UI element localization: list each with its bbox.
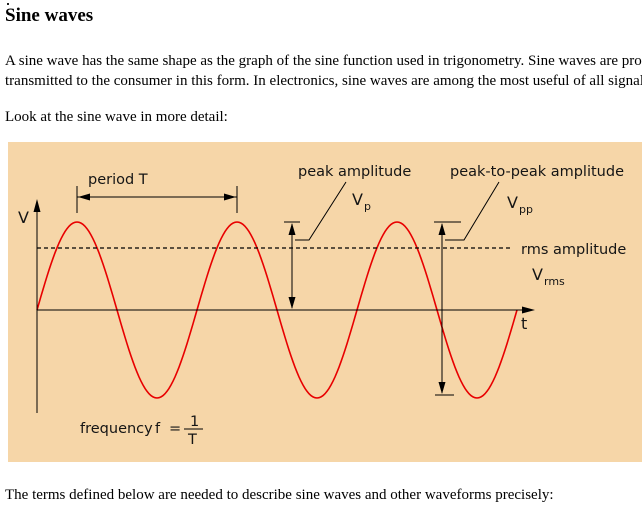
vrms-subscript: rms: [544, 275, 565, 288]
frequency-equals: =: [169, 421, 181, 437]
vpp-arrow-down-icon: [438, 382, 446, 394]
fraction-numerator: 1: [190, 414, 199, 430]
vpp-arrow-up-icon: [438, 223, 446, 235]
page-title: Sine waves: [5, 5, 94, 26]
intro-line-2: transmitted to the consumer in this form…: [5, 73, 642, 89]
vp-symbol: V: [352, 190, 363, 209]
peak-amplitude-label: peak amplitude: [298, 164, 411, 180]
vpp-subscript: pp: [519, 203, 533, 216]
peak-to-peak-amplitude-label: peak-to-peak amplitude: [450, 164, 624, 180]
rms-amplitude-label: rms amplitude: [521, 242, 626, 258]
intro-paragraph: A sine wave has the same shape as the gr…: [5, 51, 642, 91]
intro-line-1: A sine wave has the same shape as the gr…: [5, 53, 642, 69]
stray-dot: [7, 3, 9, 5]
vp-subscript: p: [364, 200, 371, 213]
v-axis-arrow-icon: [33, 199, 41, 212]
footer-text: The terms defined below are needed to de…: [5, 487, 554, 503]
t-axis-arrow-icon: [522, 306, 535, 314]
frequency-variable: f: [155, 421, 161, 437]
vpp-leader-line: [445, 181, 500, 241]
vpp-symbol: V: [507, 193, 518, 212]
fraction-denominator: T: [187, 432, 197, 448]
period-arrow-left-icon: [78, 193, 90, 201]
period-arrow-right-icon: [224, 193, 236, 201]
frequency-word: frequency: [80, 421, 153, 437]
sine-wave-diagram: V t rms amplitude V rms period T peak am…: [8, 142, 642, 462]
sine-wave-figure: V t rms amplitude V rms period T peak am…: [8, 142, 642, 462]
vrms-symbol: V: [532, 265, 543, 284]
t-axis-label: t: [521, 314, 527, 333]
vp-arrow-up-icon: [288, 223, 296, 235]
vp-leader-line: [295, 181, 347, 241]
diagram-background: [8, 142, 642, 462]
period-label: period T: [88, 172, 148, 188]
vp-arrow-down-icon: [288, 297, 296, 309]
look-text: Look at the sine wave in more detail:: [5, 109, 228, 125]
v-axis-label: V: [18, 208, 29, 227]
